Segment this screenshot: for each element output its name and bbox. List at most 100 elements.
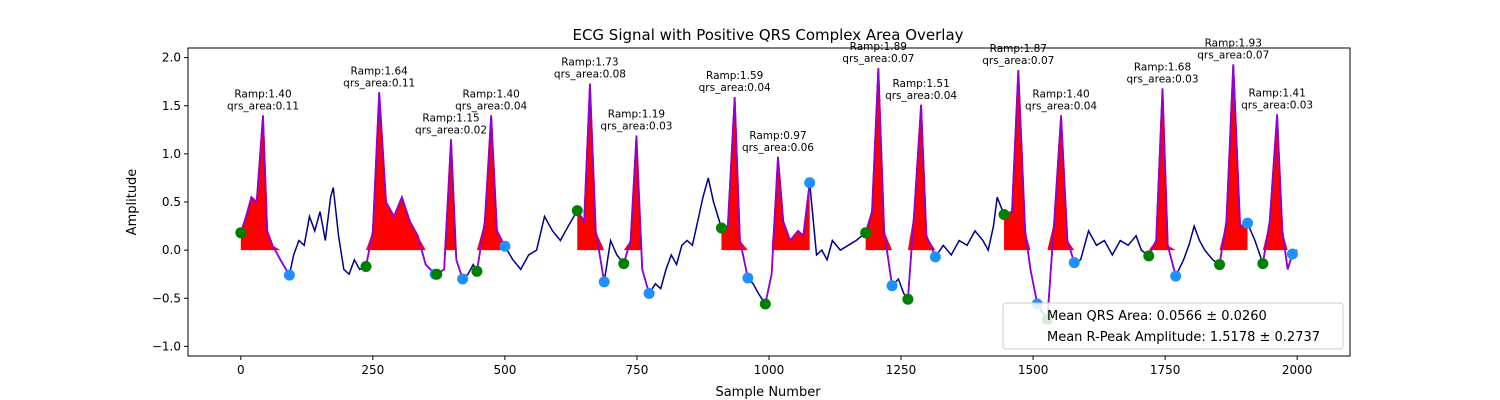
qrs-area-label-12: qrs_area:0.04 — [1025, 100, 1097, 112]
qrs-area-label-7: qrs_area:0.04 — [699, 82, 771, 94]
qrs-offset-marker-12 — [1068, 257, 1080, 269]
y-tick-label: 1.5 — [162, 99, 181, 113]
qrs-segment-line-12 — [1046, 115, 1076, 320]
r-peak-amplitude-label-9: Ramp:1.89 — [850, 41, 907, 53]
r-peak-amplitude-label-4: Ramp:1.40 — [463, 88, 520, 100]
qrs-onset-marker-6 — [618, 258, 630, 270]
qrs-onset-marker-10 — [902, 293, 914, 305]
x-tick-label: 1250 — [886, 363, 917, 377]
qrs-area-fill-6 — [623, 135, 650, 251]
qrs-onset-marker-11 — [998, 209, 1010, 221]
chart-title: ECG Signal with Positive QRS Complex Are… — [572, 26, 963, 44]
qrs-area-fill-14 — [1219, 64, 1248, 251]
qrs-onset-marker-15 — [1257, 258, 1269, 270]
qrs-area-label-3: qrs_area:0.02 — [415, 124, 487, 136]
r-peak-amplitude-label-6: Ramp:1.19 — [608, 109, 665, 121]
qrs-offset-marker-4 — [499, 240, 511, 252]
qrs-onset-marker-4 — [471, 265, 483, 277]
x-tick-label: 1500 — [1018, 363, 1049, 377]
x-tick-label: 500 — [493, 363, 516, 377]
x-axis-label: Sample Number — [715, 385, 821, 400]
qrs-area-fill-7 — [721, 97, 748, 251]
r-peak-amplitude-label-14: Ramp:1.93 — [1205, 37, 1262, 49]
qrs-segment-line-8 — [764, 156, 811, 305]
qrs-onset-marker-9 — [860, 227, 872, 239]
qrs-area-label-15: qrs_area:0.03 — [1241, 99, 1313, 111]
qrs-area-label-6: qrs_area:0.03 — [600, 121, 672, 133]
qrs-area-fill-4 — [476, 115, 505, 251]
qrs-offset-marker-15 — [1286, 248, 1298, 260]
qrs-offset-marker-8 — [804, 177, 816, 189]
qrs-area-label-10: qrs_area:0.04 — [885, 90, 957, 102]
qrs-area-label-8: qrs_area:0.06 — [742, 142, 814, 154]
qrs-area-fill-12 — [1047, 115, 1075, 251]
x-tick-label: 1000 — [754, 363, 785, 377]
r-peak-amplitude-label-7: Ramp:1.59 — [706, 70, 763, 82]
qrs-area-fill-3 — [436, 139, 463, 251]
x-tick-label: 2000 — [1282, 363, 1313, 377]
qrs-area-fill-9 — [865, 68, 893, 251]
qrs-area-fill-2 — [365, 92, 436, 251]
x-tick-label: 0 — [237, 363, 245, 377]
qrs-segment-line-6 — [622, 135, 650, 294]
legend: Mean QRS Area: 0.0566 ± 0.0260 Mean R-Pe… — [1002, 302, 1344, 350]
qrs-area-fill-13 — [1148, 88, 1176, 251]
qrs-segment-line-1 — [239, 115, 291, 276]
y-tick-label: 0.0 — [162, 243, 181, 257]
qrs-area-label-1: qrs_area:0.11 — [227, 100, 299, 112]
qrs-offset-marker-14 — [1242, 217, 1254, 229]
qrs-area-label-13: qrs_area:0.03 — [1126, 73, 1198, 85]
r-peak-amplitude-label-11: Ramp:1.87 — [990, 43, 1047, 55]
qrs-area-label-5: qrs_area:0.08 — [554, 69, 626, 81]
x-tick-label: 250 — [361, 363, 384, 377]
qrs-offset-marker-7 — [742, 272, 754, 284]
qrs-offset-marker-13 — [1170, 270, 1182, 282]
ecg-signal-line — [240, 64, 1298, 322]
qrs-offset-marker-5 — [598, 276, 610, 288]
axes: 0 250 500 750 1000 1250 1500 1750 2000 −1.0 −0.5 0.… — [152, 47, 1351, 377]
qrs-offset-marker-9 — [886, 280, 898, 292]
qrs-onset-marker-13 — [1143, 250, 1155, 262]
legend-box — [1002, 302, 1344, 350]
qrs-segment-line-11 — [1003, 70, 1039, 305]
qrs-segment-line-2 — [365, 92, 436, 275]
qrs-segment-line-9 — [864, 68, 893, 286]
qrs-area-label-9: qrs_area:0.07 — [842, 53, 914, 65]
qrs-onset-marker-3 — [431, 268, 443, 280]
qrs-offset-marker-3 — [457, 273, 469, 285]
qrs-onset-marker-14 — [1214, 259, 1226, 271]
y-axis-label: Amplitude — [125, 169, 140, 236]
r-peak-amplitude-label-5: Ramp:1.73 — [561, 57, 618, 69]
qrs-offset-marker-10 — [929, 251, 941, 263]
y-tick-label: −1.0 — [152, 339, 181, 353]
x-tick-label: 1750 — [1150, 363, 1181, 377]
qrs-offset-marker-6 — [643, 287, 655, 299]
y-tick-label: −0.5 — [152, 291, 181, 305]
qrs-onset-marker-5 — [571, 205, 583, 217]
qrs-onset-marker-8 — [759, 298, 771, 310]
qrs-segment-line-4 — [476, 115, 506, 272]
qrs-onset-marker-7 — [715, 222, 727, 234]
legend-entry-r-peak: Mean R-Peak Amplitude: 1.5178 ± 0.2737 — [1047, 330, 1320, 345]
qrs-segment-line-13 — [1147, 88, 1177, 277]
y-tick-label: 1.0 — [162, 147, 181, 161]
qrs-offset-marker-1 — [283, 269, 295, 281]
r-peak-amplitude-label-8: Ramp:0.97 — [749, 130, 806, 142]
legend-entry-qrs-area: Mean QRS Area: 0.0566 ± 0.0260 — [1047, 309, 1267, 324]
qrs-area-label-11: qrs_area:0.07 — [982, 55, 1054, 67]
r-peak-amplitude-label-10: Ramp:1.51 — [892, 78, 949, 90]
r-peak-amplitude-label-1: Ramp:1.40 — [234, 88, 291, 100]
x-tick-label: 750 — [626, 363, 649, 377]
y-tick-label: 0.5 — [162, 195, 181, 209]
qrs-segment-line-15 — [1261, 114, 1294, 270]
r-peak-amplitude-label-13: Ramp:1.68 — [1134, 61, 1191, 73]
plot-area: Ramp:1.40qrs_area:0.11Ramp:1.64qrs_area:… — [227, 37, 1313, 325]
r-peak-amplitude-label-2: Ramp:1.64 — [351, 65, 409, 77]
qrs-segment-line-10 — [907, 104, 937, 300]
qrs-area-label-4: qrs_area:0.04 — [455, 100, 527, 112]
r-peak-amplitude-label-3: Ramp:1.15 — [422, 112, 479, 124]
qrs-segment-line-5 — [576, 83, 606, 283]
r-peak-amplitude-label-15: Ramp:1.41 — [1248, 87, 1305, 99]
qrs-segment-line-3 — [436, 139, 464, 280]
